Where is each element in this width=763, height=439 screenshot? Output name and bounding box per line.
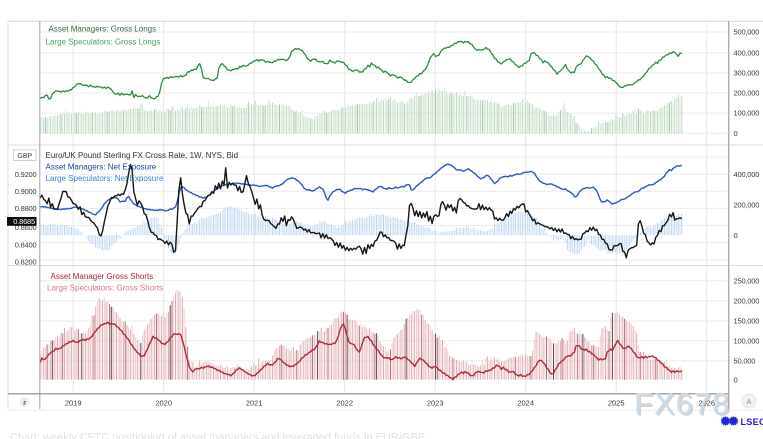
svg-text:2021: 2021 bbox=[246, 399, 263, 408]
svg-text:0: 0 bbox=[734, 231, 738, 240]
svg-text:300,000: 300,000 bbox=[734, 69, 760, 78]
svg-text:500,000: 500,000 bbox=[734, 28, 760, 37]
svg-text:Asset Managers: Gross Longs: Asset Managers: Gross Longs bbox=[49, 25, 157, 34]
svg-text:A: A bbox=[747, 399, 752, 406]
svg-text:2019: 2019 bbox=[65, 399, 82, 408]
svg-text:200,000: 200,000 bbox=[734, 200, 760, 209]
svg-text:50,000: 50,000 bbox=[734, 357, 756, 366]
svg-text:100,000: 100,000 bbox=[734, 109, 760, 118]
svg-text:250,000: 250,000 bbox=[734, 276, 760, 285]
svg-text:400,000: 400,000 bbox=[734, 49, 760, 58]
svg-text:400,000: 400,000 bbox=[734, 170, 760, 179]
svg-text:Large Speculators: Gross Longs: Large Speculators: Gross Longs bbox=[46, 38, 161, 47]
svg-text:0.9000: 0.9000 bbox=[15, 187, 37, 196]
svg-text:2025: 2025 bbox=[608, 399, 625, 408]
svg-text:FX678: FX678 bbox=[634, 386, 730, 421]
svg-text:0: 0 bbox=[734, 129, 738, 138]
svg-text:0: 0 bbox=[734, 376, 738, 385]
svg-text:2026: 2026 bbox=[698, 399, 715, 408]
svg-text:2023: 2023 bbox=[427, 399, 444, 408]
svg-text:Asset Manager Gross Shorts: Asset Manager Gross Shorts bbox=[51, 272, 154, 281]
svg-text:150,000: 150,000 bbox=[734, 317, 760, 326]
svg-text:0.8400: 0.8400 bbox=[15, 240, 37, 249]
svg-text:0.8600: 0.8600 bbox=[15, 223, 37, 232]
svg-text:2020: 2020 bbox=[155, 399, 172, 408]
svg-text:FX678: FX678 bbox=[636, 388, 732, 423]
svg-text:200,000: 200,000 bbox=[734, 297, 760, 306]
svg-text:2022: 2022 bbox=[336, 399, 353, 408]
svg-text:LSEG: LSEG bbox=[741, 417, 763, 427]
svg-text:0.8685: 0.8685 bbox=[13, 217, 35, 226]
svg-text:0.9200: 0.9200 bbox=[15, 170, 37, 179]
svg-text:2024: 2024 bbox=[517, 399, 534, 408]
svg-text:Chart: weekly CFTC positioning: Chart: weekly CFTC positioning of asset … bbox=[10, 432, 425, 439]
svg-text:GBP: GBP bbox=[17, 153, 32, 160]
svg-text:Large Speculators: Net Exposur: Large Speculators: Net Exposure bbox=[46, 174, 164, 183]
svg-text:z: z bbox=[23, 400, 27, 407]
svg-text:Euro/UK Pound Sterling FX Cros: Euro/UK Pound Sterling FX Cross Rate, 1W… bbox=[46, 151, 239, 160]
svg-text:Asset Managers: Net Exposure: Asset Managers: Net Exposure bbox=[46, 163, 157, 172]
svg-text:0.8200: 0.8200 bbox=[15, 258, 37, 267]
svg-text:100,000: 100,000 bbox=[734, 336, 760, 345]
svg-text:0.8800: 0.8800 bbox=[15, 204, 37, 213]
svg-text:200,000: 200,000 bbox=[734, 89, 760, 98]
svg-text:Large Speculators: Gross Short: Large Speculators: Gross Shorts bbox=[47, 284, 163, 293]
